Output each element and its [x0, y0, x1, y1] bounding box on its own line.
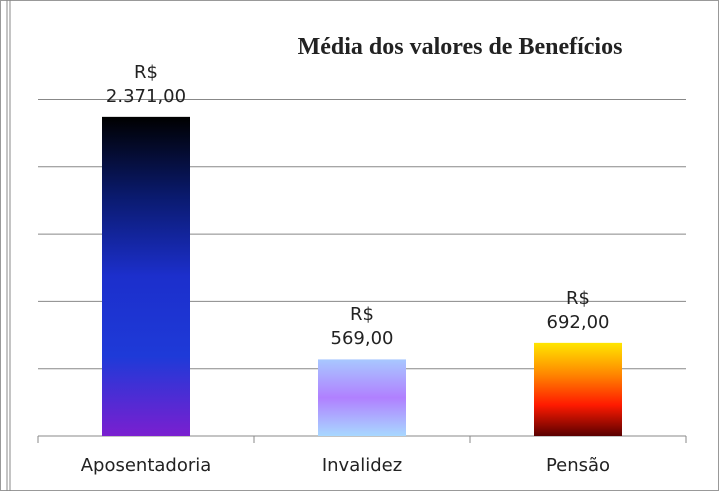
- bar: [534, 342, 622, 436]
- x-tick-label: Aposentadoria: [80, 455, 212, 476]
- x-tick-label: Pensão: [545, 455, 611, 476]
- data-label: R$ 569,00: [330, 304, 394, 350]
- bar: [102, 116, 190, 436]
- data-label: R$ 692,00: [546, 287, 610, 333]
- chart-title: Média dos valores de Benefícios: [297, 34, 623, 60]
- x-tick-label: Invalidez: [321, 455, 403, 476]
- bar: [318, 359, 406, 436]
- data-label: R$ 2.371,00: [105, 61, 187, 107]
